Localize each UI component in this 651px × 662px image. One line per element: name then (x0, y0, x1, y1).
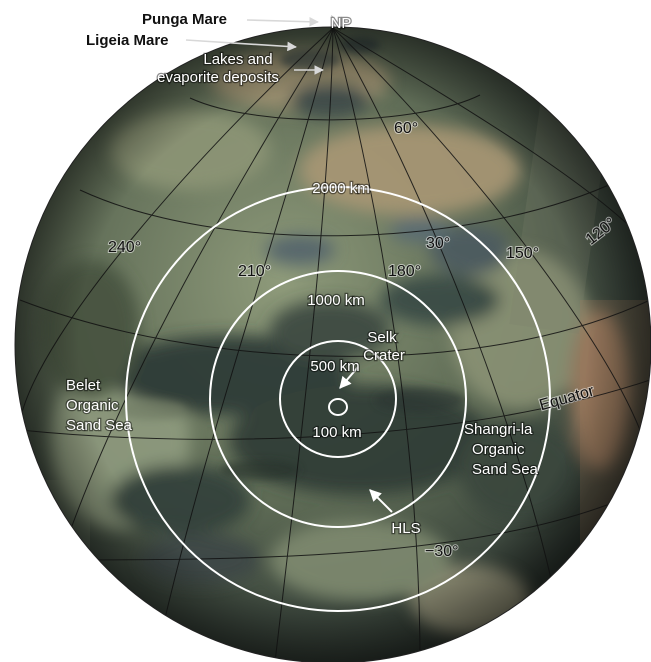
label-hls: HLS (391, 520, 420, 537)
label-lon-210: 210° (238, 263, 271, 280)
label-punga-mare: Punga Mare (142, 11, 227, 28)
label-belet-2: Organic (66, 397, 119, 414)
label-selk-1: Selk (367, 329, 397, 346)
globe-surface (15, 27, 651, 662)
label-shangri-1: Shangri-la (464, 421, 533, 438)
label-lat-60: 60° (394, 120, 418, 137)
ring-2000km (125, 186, 551, 612)
arrow-ligeia (185, 39, 297, 52)
label-ligeia-mare: Ligeia Mare (86, 32, 169, 49)
label-belet-1: Belet (66, 377, 101, 394)
ring-500km (279, 340, 397, 458)
distance-rings (125, 186, 551, 612)
selk-crater-marker (328, 398, 348, 416)
arrow-punga (246, 16, 319, 27)
label-lat-minus30: −30° (425, 543, 459, 560)
label-lakes-line1: Lakes and (203, 51, 272, 68)
ring-1000km (209, 270, 467, 528)
label-lon-150: 150° (506, 245, 539, 262)
label-lakes-line2: evaporite deposits (157, 69, 279, 86)
label-ring-1000: 1000 km (307, 292, 365, 309)
label-lon-240: 240° (108, 239, 141, 256)
label-north-pole: NP (331, 15, 352, 32)
label-belet-3: Sand Sea (66, 417, 133, 434)
label-shangri-3: Sand Sea (472, 461, 539, 478)
label-ring-500: 500 km (310, 358, 359, 375)
arrow-hls (369, 489, 393, 513)
graticule (19, 27, 651, 662)
label-ring-2000: 2000 km (312, 180, 370, 197)
label-lon-180: 180° (388, 263, 421, 280)
label-shangri-2: Organic (472, 441, 525, 458)
label-lon-30: 30° (426, 235, 450, 252)
globe-outline (14, 26, 651, 662)
label-ring-100: 100 km (312, 424, 361, 441)
label-selk-2: Crater (363, 347, 405, 364)
callout-arrows (185, 16, 393, 513)
arrow-selk (339, 366, 359, 389)
